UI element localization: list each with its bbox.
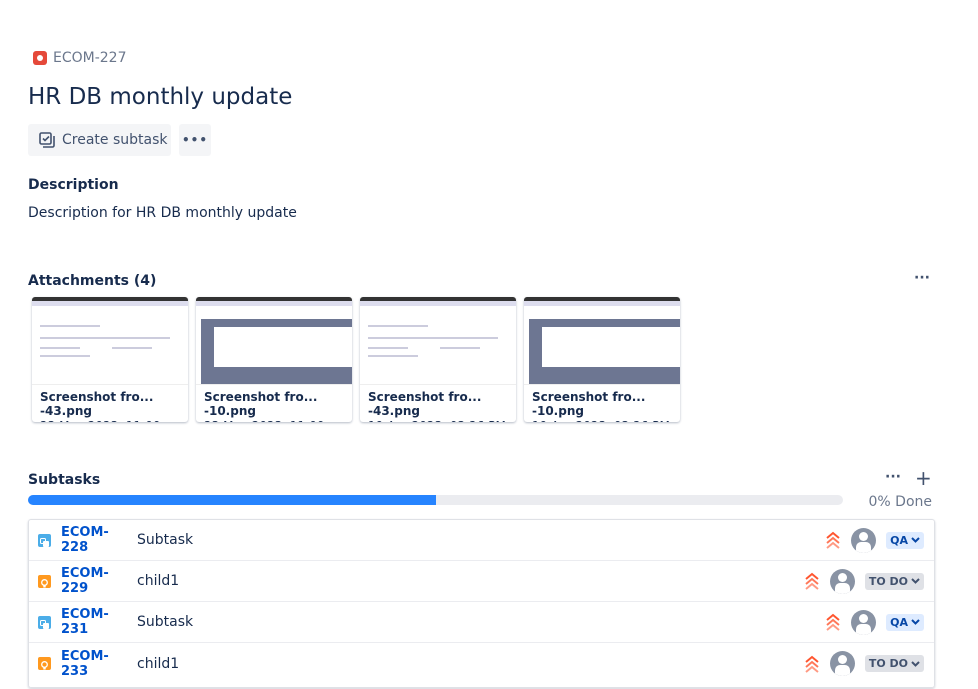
subtask-type-icon: [38, 615, 51, 629]
issue-key[interactable]: ECOM-227: [33, 50, 127, 66]
subtask-list: ECOM-228 Subtask QA ECOM-229 child1 TO DO EC…: [28, 519, 935, 688]
subtask-summary[interactable]: child1: [137, 655, 180, 672]
chevron-down-icon: [911, 619, 920, 625]
priority-highest-icon: [805, 572, 819, 590]
attachment-date: 19 Apr 2023, 03:26 PM: [524, 418, 680, 422]
assignee-avatar[interactable]: [851, 609, 877, 635]
subtask-row[interactable]: ECOM-233 child1 TO DO: [29, 643, 934, 684]
subtask-key[interactable]: ECOM-228: [61, 525, 109, 555]
attachment-thumbnail: [524, 297, 680, 385]
description-text[interactable]: Description for HR DB monthly update: [28, 205, 297, 221]
attachment-card[interactable]: Screenshot fro... -10.png23 May 2023, 11…: [196, 297, 352, 422]
subtasks-more-button[interactable]: ···: [885, 469, 901, 485]
status-dropdown[interactable]: QA: [886, 531, 924, 549]
attachment-name: Screenshot fro... -43.png: [368, 390, 482, 418]
priority-highest-icon: [826, 531, 840, 549]
subtask-icon: [39, 132, 55, 148]
subtasks-progress-bar: [28, 495, 843, 505]
add-subtask-button[interactable]: +: [915, 466, 932, 490]
attachment-date: 19 Apr 2023, 03:26 PM: [360, 418, 516, 422]
assignee-avatar[interactable]: [829, 568, 855, 594]
progress-fill: [28, 495, 436, 505]
subtask-row[interactable]: ECOM-231 Subtask QA: [29, 602, 934, 643]
priority-highest-icon: [826, 613, 840, 631]
attachment-card[interactable]: Screenshot fro... -10.png19 Apr 2023, 03…: [524, 297, 680, 422]
create-subtask-label: Create subtask: [62, 132, 168, 148]
issue-key-label: ECOM-227: [53, 50, 127, 66]
assignee-avatar[interactable]: [829, 651, 855, 676]
more-actions-button[interactable]: •••: [179, 124, 211, 156]
subtask-row[interactable]: ECOM-229 child1 TO DO: [29, 561, 934, 602]
attachments-more-button[interactable]: ···: [914, 270, 930, 286]
chevron-down-icon: [911, 537, 920, 543]
page-title: HR DB monthly update: [28, 84, 293, 110]
attachments-heading: Attachments (4): [28, 273, 157, 289]
attachment-name: Screenshot fro... -43.png: [40, 390, 154, 418]
chevron-down-icon: [911, 578, 920, 584]
subtask-row[interactable]: ECOM-228 Subtask QA: [29, 520, 934, 561]
attachment-card[interactable]: Screenshot fro... -43.png19 Apr 2023, 03…: [360, 297, 516, 422]
subtask-type-icon: [38, 533, 51, 547]
status-label: TO DO: [868, 657, 908, 670]
progress-label: 0% Done: [868, 494, 933, 510]
subtasks-heading: Subtasks: [28, 472, 101, 488]
bug-icon: [33, 51, 47, 65]
attachment-thumbnail: [360, 297, 516, 385]
attachment-name: Screenshot fro... -10.png: [204, 390, 318, 418]
status-dropdown[interactable]: QA: [886, 613, 924, 631]
status-label: QA: [890, 615, 908, 629]
attachment-date: 23 May 2023, 11:00 AM: [32, 418, 188, 422]
subtask-summary[interactable]: child1: [137, 573, 180, 589]
subtask-key[interactable]: ECOM-229: [61, 566, 109, 596]
attachment-thumbnail: [196, 297, 352, 385]
status-label: TO DO: [868, 574, 908, 588]
idea-type-icon: [38, 657, 51, 670]
subtask-summary[interactable]: Subtask: [137, 614, 194, 630]
status-label: QA: [890, 533, 908, 547]
status-dropdown[interactable]: TO DO: [864, 655, 924, 672]
subtask-key[interactable]: ECOM-231: [61, 607, 109, 637]
status-dropdown[interactable]: TO DO: [864, 572, 924, 590]
attachment-thumbnail: [32, 297, 188, 385]
idea-type-icon: [38, 574, 51, 588]
attachment-name: Screenshot fro... -10.png: [532, 390, 646, 418]
attachment-card[interactable]: Screenshot fro... -43.png23 May 2023, 11…: [32, 297, 188, 422]
subtask-key[interactable]: ECOM-233: [61, 648, 109, 679]
create-subtask-button[interactable]: Create subtask: [28, 124, 171, 156]
subtask-summary[interactable]: Subtask: [137, 532, 194, 548]
assignee-avatar[interactable]: [851, 527, 877, 553]
chevron-down-icon: [911, 660, 920, 667]
priority-highest-icon: [805, 655, 819, 673]
attachment-date: 23 May 2023, 11:00 AM: [196, 418, 352, 422]
description-heading: Description: [28, 177, 119, 193]
